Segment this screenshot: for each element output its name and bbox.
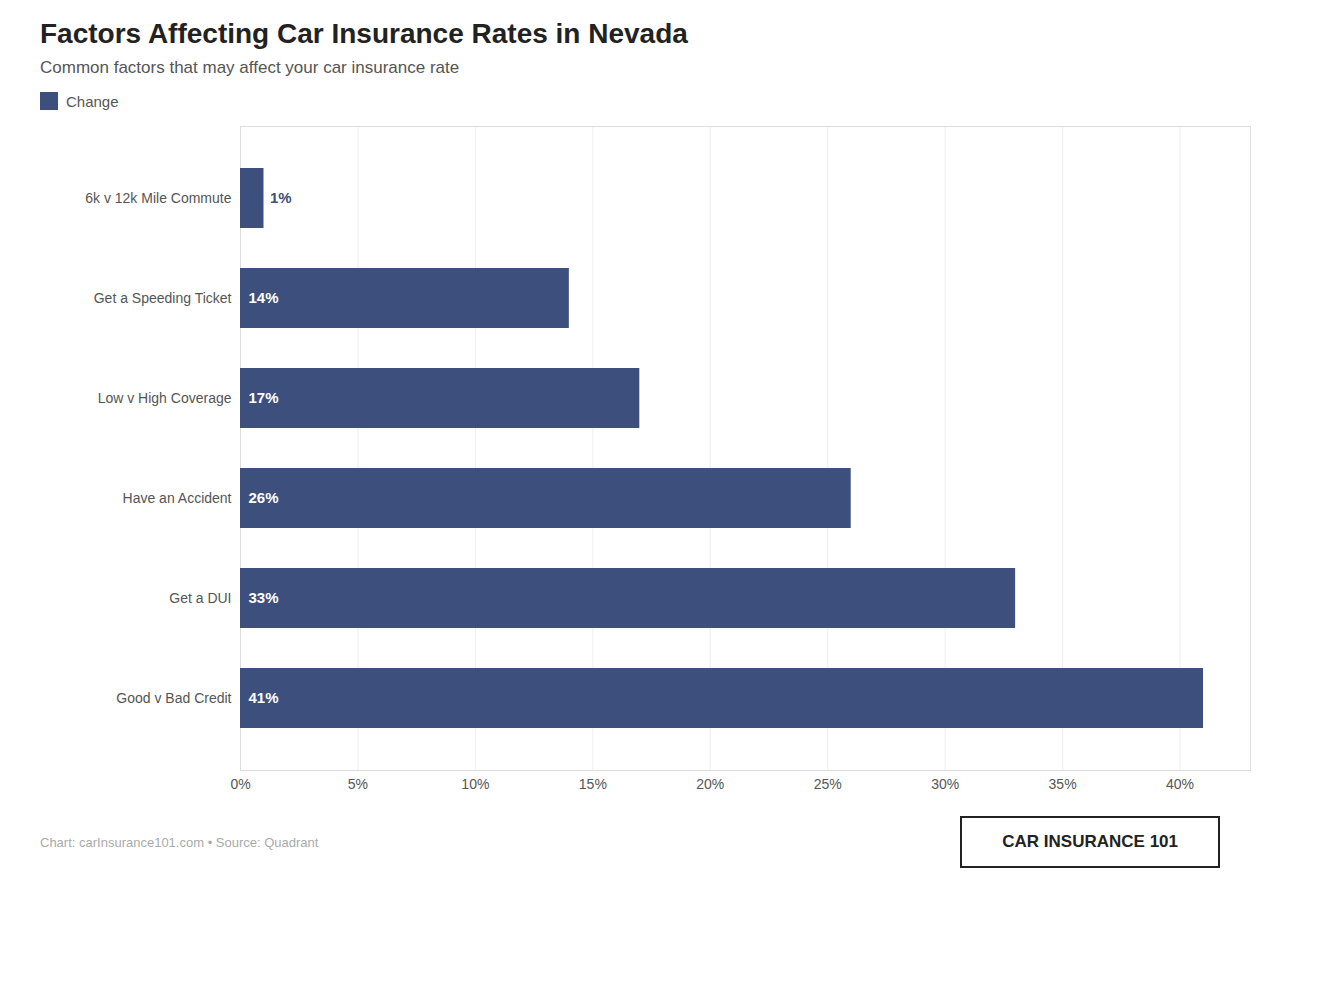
html-text:Change: Change	[66, 92, 119, 110]
svg-text:Get a Speeding Ticket: Get a Speeding Ticket	[94, 290, 232, 306]
html-text:Common factors that may affect: Common factors that may affect your car …	[40, 58, 460, 77]
html-text:Chart: carInsurance101.com • S: Chart: carInsurance101.com • Source: Qua…	[40, 834, 319, 850]
html-text:Factors Affecting Car Insuranc: Factors Affecting Car Insurance Rates in…	[40, 18, 688, 49]
svg-text:15%: 15%	[579, 776, 607, 792]
svg-text:20%: 20%	[696, 776, 724, 792]
svg-text:25%: 25%	[814, 776, 842, 792]
svg-text:30%: 30%	[931, 776, 959, 792]
svg-text:14%: 14%	[249, 289, 279, 306]
svg-text:6k v 12k Mile Commute: 6k v 12k Mile Commute	[85, 190, 231, 206]
svg-text:26%: 26%	[249, 489, 279, 506]
svg-text:Good v Bad Credit: Good v Bad Credit	[116, 690, 231, 706]
svg-text:33%: 33%	[249, 589, 279, 606]
html-text:CAR INSURANCE 101: CAR INSURANCE 101	[1002, 832, 1178, 851]
svg-text:Low v High Coverage: Low v High Coverage	[98, 390, 232, 406]
svg-text:0%: 0%	[230, 776, 250, 792]
svg-text:Have an Accident: Have an Accident	[123, 490, 232, 506]
svg-text:35%: 35%	[1049, 776, 1077, 792]
svg-text:10%: 10%	[461, 776, 489, 792]
svg-text:17%: 17%	[249, 389, 279, 406]
svg-text:41%: 41%	[249, 689, 279, 706]
svg-text:40%: 40%	[1166, 776, 1194, 792]
svg-text:Get a DUI: Get a DUI	[169, 590, 231, 606]
svg-text:5%: 5%	[348, 776, 368, 792]
svg-text:1%: 1%	[270, 189, 292, 206]
